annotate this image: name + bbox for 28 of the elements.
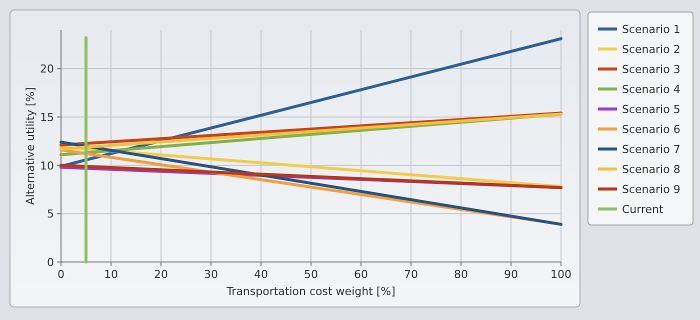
x-tick-label: 20: [154, 268, 168, 281]
x-tick-label: 90: [504, 268, 518, 281]
y-tick-label: 10: [40, 159, 54, 172]
y-axis-title: Alternative utility [%]: [24, 87, 37, 205]
legend-label: Scenario 9: [622, 183, 680, 196]
y-tick-label: 15: [40, 111, 54, 124]
legend-label: Scenario 7: [622, 143, 680, 156]
x-tick-label: 50: [304, 268, 318, 281]
legend-label: Scenario 2: [622, 43, 680, 56]
legend-label: Scenario 6: [622, 123, 680, 136]
y-tick-label: 0: [47, 256, 54, 269]
legend-label: Scenario 1: [622, 23, 680, 36]
x-tick-label: 10: [104, 268, 118, 281]
x-tick-label: 100: [550, 268, 572, 281]
x-tick-label: 40: [254, 268, 268, 281]
y-tick-label: 20: [40, 62, 54, 76]
legend-label: Scenario 4: [622, 83, 680, 96]
x-tick-label: 70: [404, 268, 418, 281]
x-axis-title: Transportation cost weight [%]: [226, 285, 396, 298]
legend-label: Scenario 5: [622, 103, 680, 116]
x-tick-label: 30: [204, 268, 218, 281]
x-tick-label: 0: [58, 268, 64, 281]
x-tick-label: 80: [454, 268, 468, 281]
x-tick-label: 60: [354, 268, 368, 281]
legend-label: Scenario 3: [622, 63, 680, 76]
y-tick-label: 5: [47, 208, 54, 221]
legend-label: Current: [622, 203, 664, 216]
legend-label: Scenario 8: [622, 163, 680, 176]
